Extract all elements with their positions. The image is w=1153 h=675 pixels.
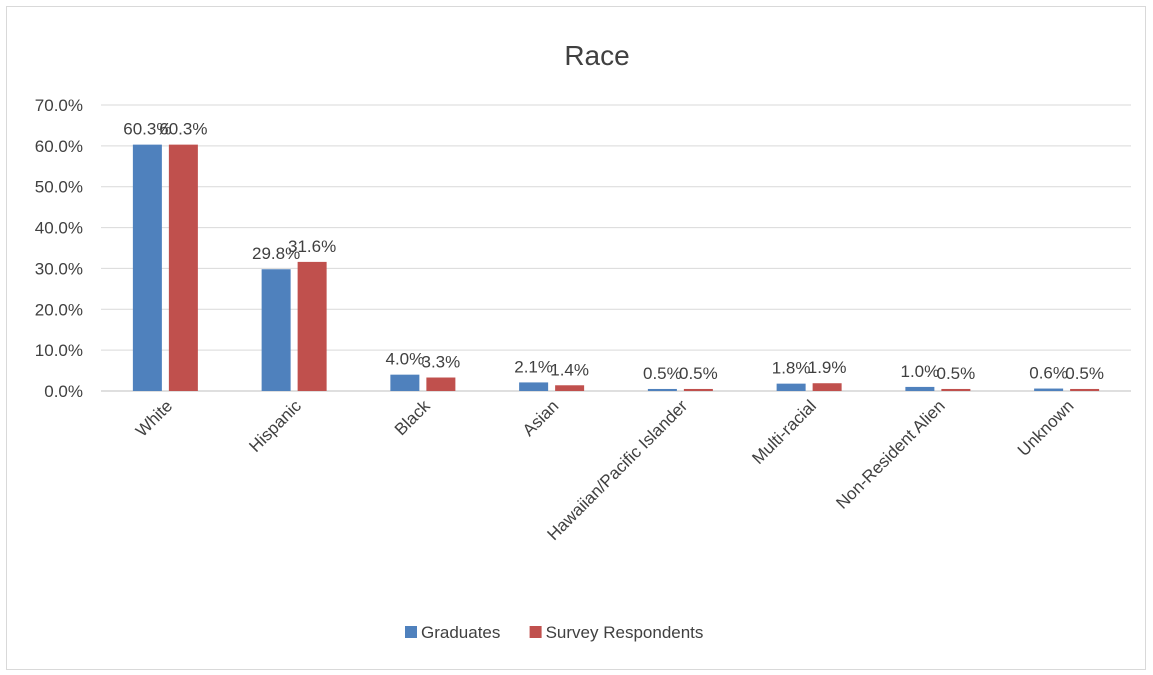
y-axis-tick-labels: 0.0% 10.0% 20.0% 30.0% 40.0% 50.0% 60.0% 70.0% <box>35 96 83 401</box>
data-labels: 60.3%60.3% 29.8%31.6% 4.0%3.3% 2.1%1.4% 0.5%… <box>123 120 1104 383</box>
race-chart: Race 0.0% 10.0% 20.0% 30.0% 40.0% 50.0% 60.0% 7… <box>35 40 1131 642</box>
category-label: White <box>132 396 176 440</box>
bar-survey-respondents <box>941 388 971 391</box>
data-label: 1.8% <box>772 359 811 378</box>
y-tick-label: 20.0% <box>35 300 83 319</box>
y-tick-label: 70.0% <box>35 96 83 115</box>
category-label: Multi-racial <box>748 396 820 468</box>
bar-graduates <box>647 388 677 391</box>
data-label: 0.5% <box>643 364 682 383</box>
data-label: 0.5% <box>679 364 718 383</box>
legend-label: Graduates <box>421 623 500 642</box>
data-label: 3.3% <box>422 353 461 372</box>
category-label: Hispanic <box>245 396 305 456</box>
bar-graduates <box>776 383 806 391</box>
x-axis-category-labels: White Hispanic Black AsianHawaiian/Pacific … <box>132 396 1077 544</box>
bars <box>132 144 1100 391</box>
bar-survey-respondents <box>426 377 456 391</box>
data-label: 29.8% <box>252 244 300 263</box>
data-label: 0.5% <box>937 364 976 383</box>
bar-survey-respondents <box>168 144 198 391</box>
bar-survey-respondents <box>297 261 327 391</box>
bar-graduates <box>390 374 420 391</box>
legend-label: Survey Respondents <box>546 623 704 642</box>
bar-graduates <box>1034 388 1064 391</box>
data-label: 1.0% <box>901 362 940 381</box>
legend-swatch <box>529 626 542 638</box>
data-label: 60.3% <box>159 120 207 139</box>
data-label: 1.4% <box>550 360 589 379</box>
bar-graduates <box>519 382 549 391</box>
y-tick-label: 50.0% <box>35 178 83 197</box>
bar-survey-respondents <box>683 388 713 391</box>
y-tick-label: 30.0% <box>35 259 83 278</box>
legend: Graduates Survey Respondents <box>405 623 703 642</box>
bar-graduates <box>132 144 162 391</box>
data-label: 31.6% <box>288 237 336 256</box>
y-tick-label: 40.0% <box>35 219 83 238</box>
y-tick-label: 60.0% <box>35 137 83 156</box>
y-tick-label: 0.0% <box>44 382 83 401</box>
bar-survey-respondents <box>812 383 842 391</box>
y-tick-label: 10.0% <box>35 341 83 360</box>
bar-graduates <box>905 386 935 391</box>
category-label: Hawaiian/Pacific Islander <box>543 396 691 544</box>
bar-graduates <box>261 269 291 391</box>
category-label: Non-Resident Alien <box>832 396 948 512</box>
legend-swatch <box>405 626 417 638</box>
bar-survey-respondents <box>555 385 585 391</box>
category-label: Unknown <box>1014 396 1078 460</box>
bar-survey-respondents <box>1070 388 1100 391</box>
data-label: 0.6% <box>1029 364 1068 383</box>
data-label: 2.1% <box>514 357 553 376</box>
data-label: 60.3% <box>123 120 171 139</box>
data-label: 4.0% <box>386 350 425 369</box>
chart-title: Race <box>564 40 629 71</box>
chart-area: Race 0.0% 10.0% 20.0% 30.0% 40.0% 50.0% 60.0% 7… <box>6 6 1146 670</box>
data-label: 1.9% <box>808 358 847 377</box>
category-label: Black <box>391 396 434 439</box>
data-label: 0.5% <box>1065 364 1104 383</box>
category-label: Asian <box>519 396 563 440</box>
